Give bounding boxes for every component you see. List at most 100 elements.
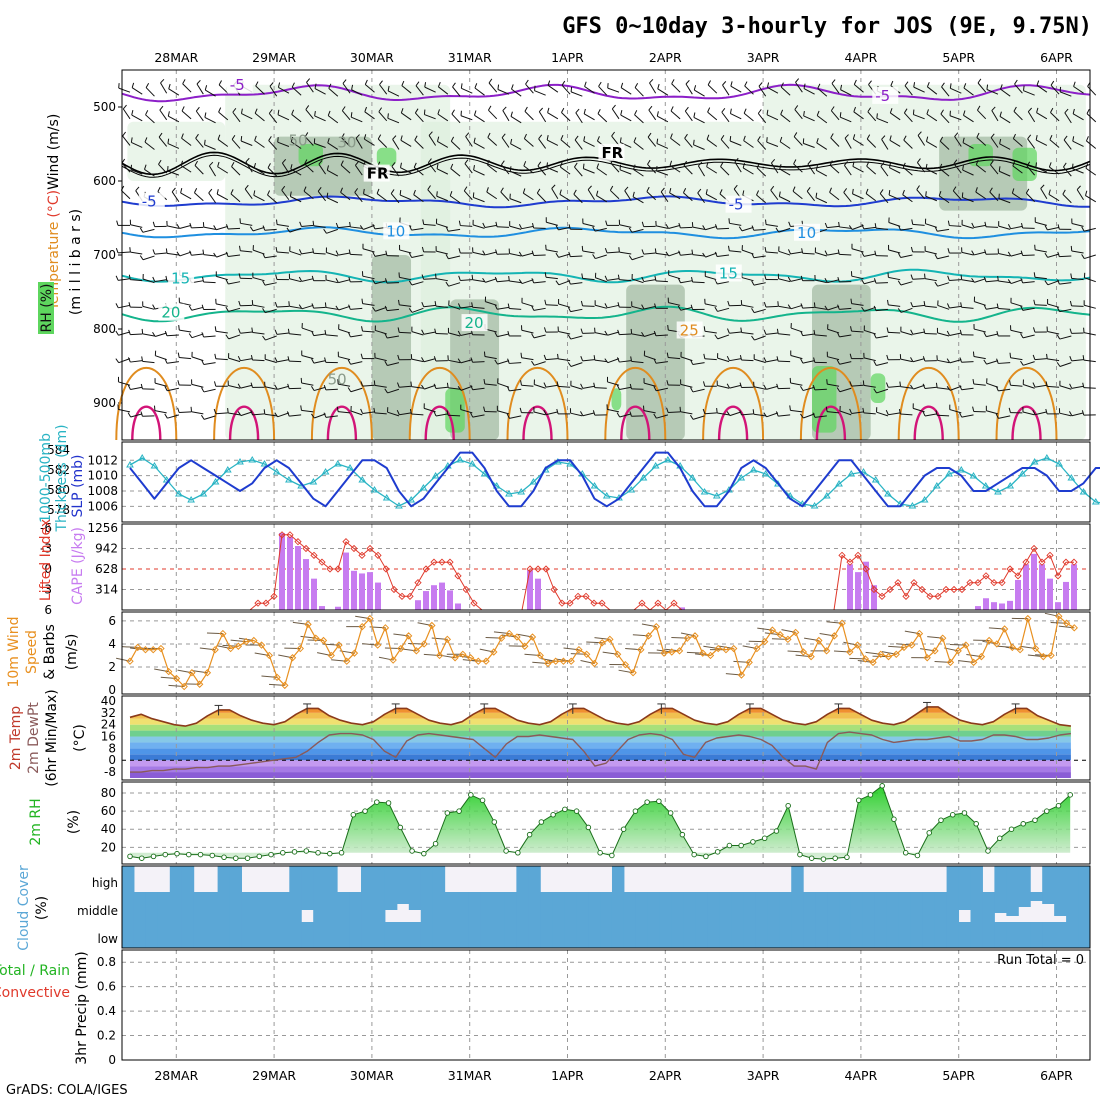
wind-barb [338,305,351,311]
wind-barb [766,141,779,147]
wind-barb [831,83,840,94]
wind-barb [510,170,522,177]
wind-barb [488,109,498,120]
cloud-bar-middle [635,892,649,922]
rh-point [750,839,756,845]
wind-barb-flag [537,161,542,167]
wind-barb-flag [547,80,551,86]
lifted-index-point [326,565,334,573]
cloud-bar-middle [874,892,888,922]
wind-barb-flag [408,280,413,286]
wind-barb [387,411,400,417]
wind-barb [1034,304,1047,306]
cloud-bar-middle [384,892,398,910]
wind-barb [643,305,656,310]
wind-barb [765,332,778,335]
cloud-bar-middle [325,892,338,922]
cloud-bar-middle [791,892,804,922]
cloud-bar-low [337,922,350,948]
wind-barb-flag [886,327,889,333]
lifted-index-point [638,599,646,607]
wind-barb-flag [387,113,389,119]
wind-barb [130,360,143,363]
wind-barb-flag [714,251,718,257]
wind-barb [264,228,277,231]
wind-barb-flag [177,380,180,386]
rh-point [714,849,721,855]
cloud-bar-low [313,922,326,948]
wind-barb-flag [181,106,185,112]
wind-barb [301,382,314,386]
wind-barb [705,193,718,201]
cloud-bar-middle [910,892,924,922]
wind-barb-flag [128,329,131,335]
rh-point [491,819,498,825]
wind-barb-flag [995,386,999,392]
rh-point [479,797,486,804]
wind-barb-flag [458,248,461,254]
wind-barb [888,331,901,334]
wind-barb [460,385,473,391]
wind-barb-flag [182,79,186,84]
wind-barb [692,415,705,420]
wind-barb-flag [1082,355,1085,361]
wind-barb-flag [1044,225,1048,231]
wind-barb [815,197,828,204]
wind-barb [245,161,253,173]
cape-bar [447,590,453,610]
wind-barb [1022,411,1035,416]
wind-barb-flag [298,249,302,255]
wind-barb-flag [327,110,331,116]
wind-barb-flag [971,222,975,228]
wind-barb [633,141,644,150]
wind-barb [523,192,534,201]
wind-barb [1062,193,1072,204]
wind-barb-flag [122,131,126,137]
wind10m-point [474,657,483,665]
wind-barb-flag [848,225,853,230]
wind-barb [399,331,412,334]
wind-barb [766,114,779,121]
wind-barb-flag [384,333,388,339]
lifted-index-point [382,565,390,573]
wind-barb [391,166,400,177]
wind-barb [607,358,620,364]
date-label-bottom: 4APR [845,1068,878,1083]
wind-barb [265,358,277,364]
wind-barb [536,192,547,203]
wind-barb-flag [482,250,486,256]
wind-barb [362,248,375,253]
cape-bar [999,603,1005,610]
isotherm-25-loop [897,366,960,441]
lifted-index-point [542,565,550,573]
wind-barb [903,112,913,123]
wind-barb [182,83,192,93]
wind-barb [252,359,265,362]
date-label-bottom: 29MAR [252,1068,296,1083]
wind-barb-flag [629,383,632,389]
rh-tick: 40 [101,822,116,836]
wind-barb [707,84,718,94]
wind-barb [998,225,1011,230]
wind-barb [546,139,559,146]
rh-point [221,854,227,861]
wind-barb [827,328,840,334]
temp-label-1: 2m Temp [8,706,24,770]
lifted-index-point [310,551,318,559]
wind-barb-flag [593,382,596,388]
cloud-bar-middle [564,892,577,922]
wind-barb [411,281,424,286]
wind-barb-flag [360,381,364,387]
wind-tick: 0 [108,683,116,697]
wind-barb [155,332,167,337]
wind-barb-flag [739,354,742,361]
cloud-bar-low [301,922,314,948]
wind10m-point [273,673,281,682]
wind-barb [253,167,265,175]
wind-barb [864,306,876,312]
rh-point [996,835,1003,842]
wind-barb [973,356,986,360]
wind-barb-flag [255,81,259,87]
wind-barb-flag [347,359,352,365]
